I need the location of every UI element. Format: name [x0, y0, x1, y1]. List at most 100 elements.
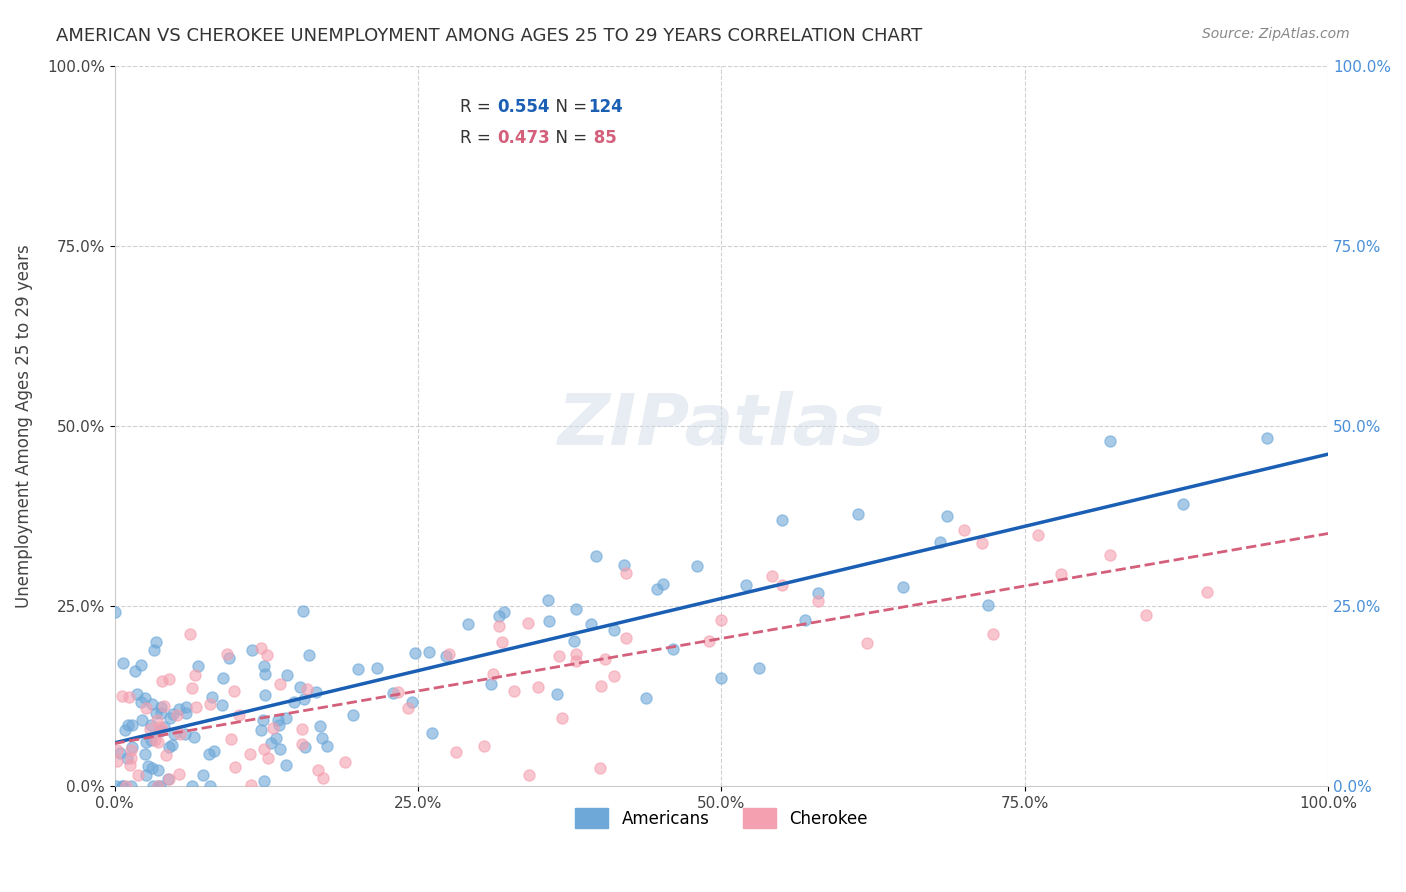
Americans	[264, 731, 287, 745]
Americans	[104, 779, 127, 793]
Americans	[174, 706, 197, 721]
Cherokee	[517, 615, 540, 630]
Americans	[124, 664, 146, 678]
Americans	[316, 739, 339, 753]
Americans	[183, 731, 205, 745]
Americans	[253, 658, 276, 673]
Americans	[112, 779, 135, 793]
Americans	[153, 720, 176, 734]
Text: 0.473: 0.473	[496, 129, 550, 147]
Americans	[645, 582, 668, 596]
Americans	[121, 718, 143, 732]
Americans	[139, 733, 162, 747]
Americans	[537, 614, 560, 628]
Americans	[159, 710, 181, 724]
Americans	[121, 739, 143, 754]
Cherokee	[143, 733, 166, 747]
Americans	[613, 558, 636, 573]
Cherokee	[603, 669, 626, 683]
Americans	[366, 661, 388, 675]
Americans	[187, 659, 209, 673]
Americans	[269, 742, 291, 756]
Americans	[579, 617, 602, 632]
Cherokee	[120, 742, 142, 756]
Americans	[174, 699, 197, 714]
Text: R =: R =	[461, 129, 496, 147]
Americans	[846, 508, 869, 522]
Cherokee	[972, 536, 994, 550]
Americans	[311, 731, 333, 746]
Americans	[157, 740, 180, 755]
Americans	[104, 606, 127, 620]
Cherokee	[200, 697, 222, 711]
Cherokee	[120, 757, 142, 772]
Text: AMERICAN VS CHEROKEE UNEMPLOYMENT AMONG AGES 25 TO 29 YEARS CORRELATION CHART: AMERICAN VS CHEROKEE UNEMPLOYMENT AMONG …	[56, 27, 922, 45]
Americans	[115, 750, 138, 764]
Cherokee	[565, 647, 588, 661]
Americans	[254, 688, 277, 702]
Americans	[181, 779, 204, 793]
Cherokee	[614, 631, 637, 645]
Cherokee	[183, 668, 205, 682]
Cherokee	[139, 722, 162, 736]
Americans	[218, 651, 240, 665]
Americans	[305, 685, 328, 699]
Cherokee	[1098, 548, 1121, 562]
Cherokee	[291, 738, 314, 752]
Americans	[662, 641, 685, 656]
Americans	[294, 739, 316, 754]
Americans	[537, 593, 560, 607]
Americans	[434, 648, 457, 663]
Cherokee	[256, 750, 278, 764]
Americans	[492, 605, 515, 619]
Americans	[710, 671, 733, 685]
Cherokee	[105, 743, 128, 757]
Text: N =: N =	[546, 129, 593, 147]
Cherokee	[228, 708, 250, 723]
Americans	[346, 661, 368, 675]
Cherokee	[146, 779, 169, 793]
Americans	[145, 634, 167, 648]
Americans	[977, 598, 1000, 612]
Americans	[211, 698, 233, 713]
Americans	[135, 735, 157, 749]
Americans	[120, 779, 142, 793]
Americans	[148, 764, 170, 778]
Americans	[162, 707, 184, 722]
Americans	[150, 700, 173, 714]
Cherokee	[589, 679, 612, 693]
Americans	[651, 576, 673, 591]
Americans	[748, 661, 770, 675]
Cherokee	[953, 523, 976, 537]
Text: ZIPatlas: ZIPatlas	[558, 392, 884, 460]
Cherokee	[262, 722, 284, 736]
Americans	[145, 706, 167, 720]
Americans	[298, 648, 321, 662]
Americans	[276, 711, 298, 725]
Cherokee	[155, 747, 177, 762]
Cherokee	[491, 635, 513, 649]
Cherokee	[297, 681, 319, 696]
Americans	[139, 718, 162, 732]
Americans	[893, 580, 915, 594]
Americans	[562, 634, 585, 648]
Americans	[342, 707, 364, 722]
Americans	[794, 613, 817, 627]
Americans	[422, 725, 444, 739]
Americans	[401, 694, 423, 708]
Cherokee	[149, 720, 172, 734]
Americans	[564, 602, 586, 616]
Text: Source: ZipAtlas.com: Source: ZipAtlas.com	[1202, 27, 1350, 41]
Text: 85: 85	[588, 129, 617, 147]
Americans	[131, 657, 153, 672]
Cherokee	[239, 747, 262, 761]
Cherokee	[472, 739, 495, 753]
Americans	[112, 656, 135, 670]
Americans	[114, 723, 136, 738]
Cherokee	[482, 666, 505, 681]
Cherokee	[551, 711, 574, 725]
Cherokee	[249, 641, 271, 656]
Americans	[457, 616, 479, 631]
Cherokee	[215, 647, 238, 661]
Cherokee	[517, 768, 540, 782]
